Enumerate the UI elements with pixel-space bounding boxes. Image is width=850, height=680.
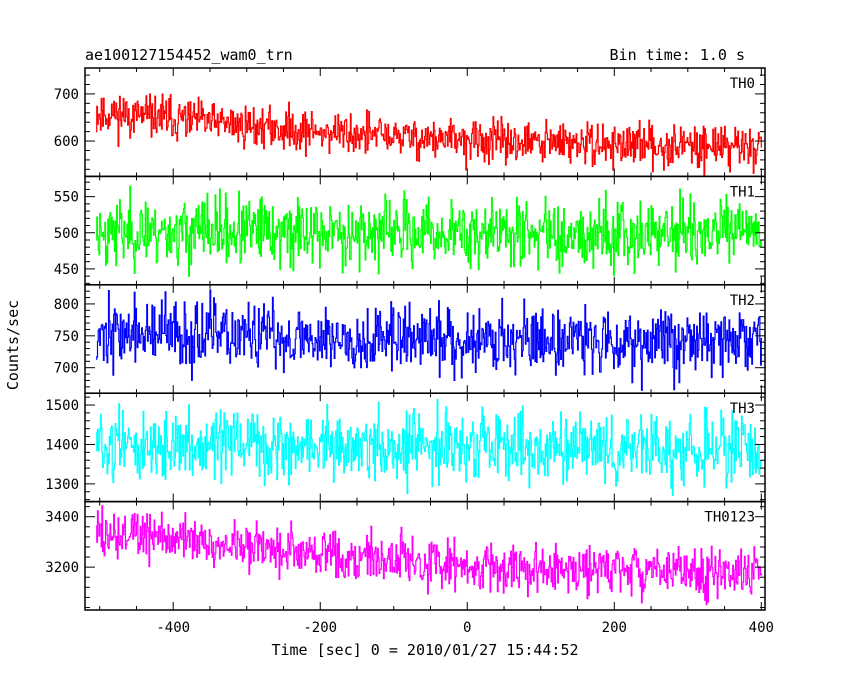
y-tick-label: 450 (54, 262, 79, 278)
y-tick-label: 1400 (45, 437, 79, 453)
panel-label: TH3 (730, 401, 755, 417)
series-line-th0 (96, 93, 763, 176)
panel-th0123: 3200 3400 TH0123 (45, 500, 766, 611)
y-tick-label: 3400 (45, 510, 79, 526)
panels-group: 600 700 TH0 450 500 550 TH1 700 750 800 TH2 1300 140… (45, 67, 774, 636)
panel-frame (84, 500, 766, 611)
y-tick-label: 700 (54, 87, 79, 103)
panel-label: TH2 (730, 293, 755, 309)
y-tick-label: 750 (54, 329, 79, 345)
y-tick-label: 600 (54, 134, 79, 150)
panel-th2: 700 750 800 TH2 (54, 284, 766, 394)
y-tick-label: 700 (54, 361, 79, 377)
x-axis-label: Time [sec] 0 = 2010/01/27 15:44:52 (271, 641, 578, 659)
y-tick-label: 550 (54, 190, 79, 206)
panel-th0: 600 700 TH0 (54, 67, 766, 178)
panel-th1: 450 500 550 TH1 (54, 175, 766, 286)
y-tick-label: 800 (54, 297, 79, 313)
y-axis-label: Counts/sec (4, 300, 22, 390)
y-tick-label: 1500 (45, 398, 79, 414)
x-tick-label: 200 (602, 620, 627, 636)
y-tick-label: 500 (54, 226, 79, 242)
panel-label: TH0123 (704, 510, 755, 526)
x-tick-label: 0 (463, 620, 471, 636)
series-line-th3 (96, 399, 763, 496)
y-tick-label: 3200 (45, 560, 79, 576)
x-tick-label: 400 (749, 620, 774, 636)
panel-th3: 1300 1400 1500 TH3 (45, 392, 766, 503)
plot-title: ae100127154452_wam0_trn (85, 46, 293, 64)
series-line-th0123 (96, 505, 763, 606)
bin-time-label: Bin time: 1.0 s (610, 46, 745, 64)
y-tick-label: 1300 (45, 477, 79, 493)
panel-label: TH1 (730, 184, 755, 200)
series-line-th1 (96, 185, 763, 277)
series-line-th2 (96, 289, 763, 391)
panel-label: TH0 (730, 76, 755, 92)
x-tick-label: -200 (303, 620, 337, 636)
x-tick-label: -400 (156, 620, 190, 636)
